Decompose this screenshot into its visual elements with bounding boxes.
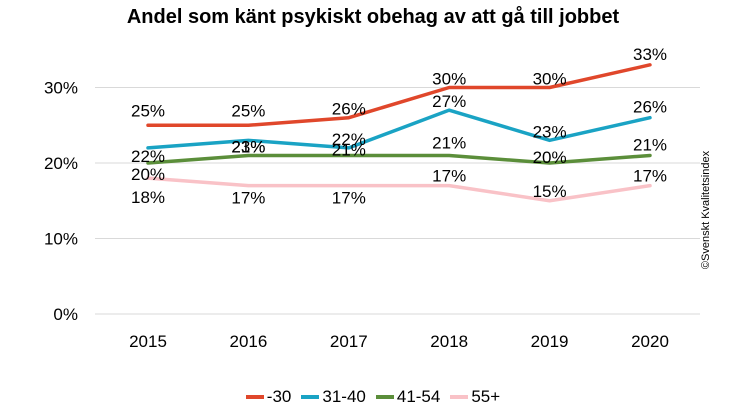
legend-item: 31-40 [301, 387, 366, 407]
series-lines [146, 63, 652, 203]
y-axis-ticks: 0% 10% 20% 30% [44, 79, 78, 325]
x-tick-label: 2020 [631, 332, 669, 351]
data-label: 17% [231, 189, 265, 208]
legend-item: 41-54 [375, 387, 441, 407]
x-tick-label: 2015 [129, 332, 167, 351]
chart-title: Andel som känt psykiskt obehag av att gå… [126, 6, 620, 28]
data-labels: 25% 25% 26% 30% 30% 33% 22% 23% 22% 27% 23% 26% 20% 2… [131, 45, 667, 208]
legend-swatch [301, 395, 320, 399]
data-label: 22% [131, 147, 165, 166]
series-line-55+ [146, 176, 652, 203]
data-label: 21% [633, 135, 667, 154]
x-tick-label: 2016 [229, 332, 267, 351]
copyright-text: ©Svenskt Kvalitetsindex [700, 150, 712, 270]
data-label: 27% [432, 92, 466, 111]
data-label: 20% [131, 165, 165, 184]
y-tick-label: 30% [44, 79, 78, 98]
data-label: 26% [332, 100, 366, 119]
legend-label: 55+ [471, 387, 501, 406]
y-tick-label: 20% [44, 154, 78, 173]
legend-label: 41-54 [396, 387, 441, 406]
data-label: 20% [533, 148, 567, 167]
gridlines [95, 87, 700, 315]
series-line--30 [146, 63, 652, 127]
data-label: 21% [332, 140, 366, 159]
legend-label: 31-40 [322, 387, 366, 406]
legend-swatch [245, 395, 264, 399]
data-label: 30% [432, 70, 466, 89]
data-label: 33% [633, 45, 667, 64]
x-axis-ticks: 2015 2016 2017 2018 2019 2020 [129, 332, 669, 351]
x-tick-label: 2019 [531, 332, 569, 351]
series-line-41-54 [146, 153, 652, 165]
data-label: 21% [432, 133, 466, 152]
data-label: 23% [533, 122, 567, 141]
legend-item: -30 [245, 387, 292, 407]
y-tick-label: 0% [53, 305, 78, 324]
legend-swatch [375, 395, 394, 399]
x-tick-label: 2017 [330, 332, 368, 351]
y-tick-label: 10% [44, 230, 78, 249]
data-label: 17% [332, 189, 366, 208]
series-line-31-40 [146, 108, 652, 150]
legend-label: -30 [266, 387, 292, 406]
data-label: 25% [131, 101, 165, 120]
data-label: 22% [332, 130, 366, 149]
legend-swatch [450, 395, 469, 399]
data-label: 17% [633, 167, 667, 186]
legend-item: 55+ [450, 387, 500, 407]
data-label: 30% [533, 70, 567, 89]
legend: -30 31-40 41-54 55+ [0, 387, 746, 407]
data-label: 17% [432, 167, 466, 186]
data-label: 18% [131, 188, 165, 207]
x-tick-label: 2018 [430, 332, 468, 351]
data-label: 15% [533, 182, 567, 201]
data-label: 21% [231, 137, 265, 156]
data-label: 26% [633, 98, 667, 117]
data-label: 25% [231, 101, 265, 120]
data-label: 23% [231, 137, 265, 156]
